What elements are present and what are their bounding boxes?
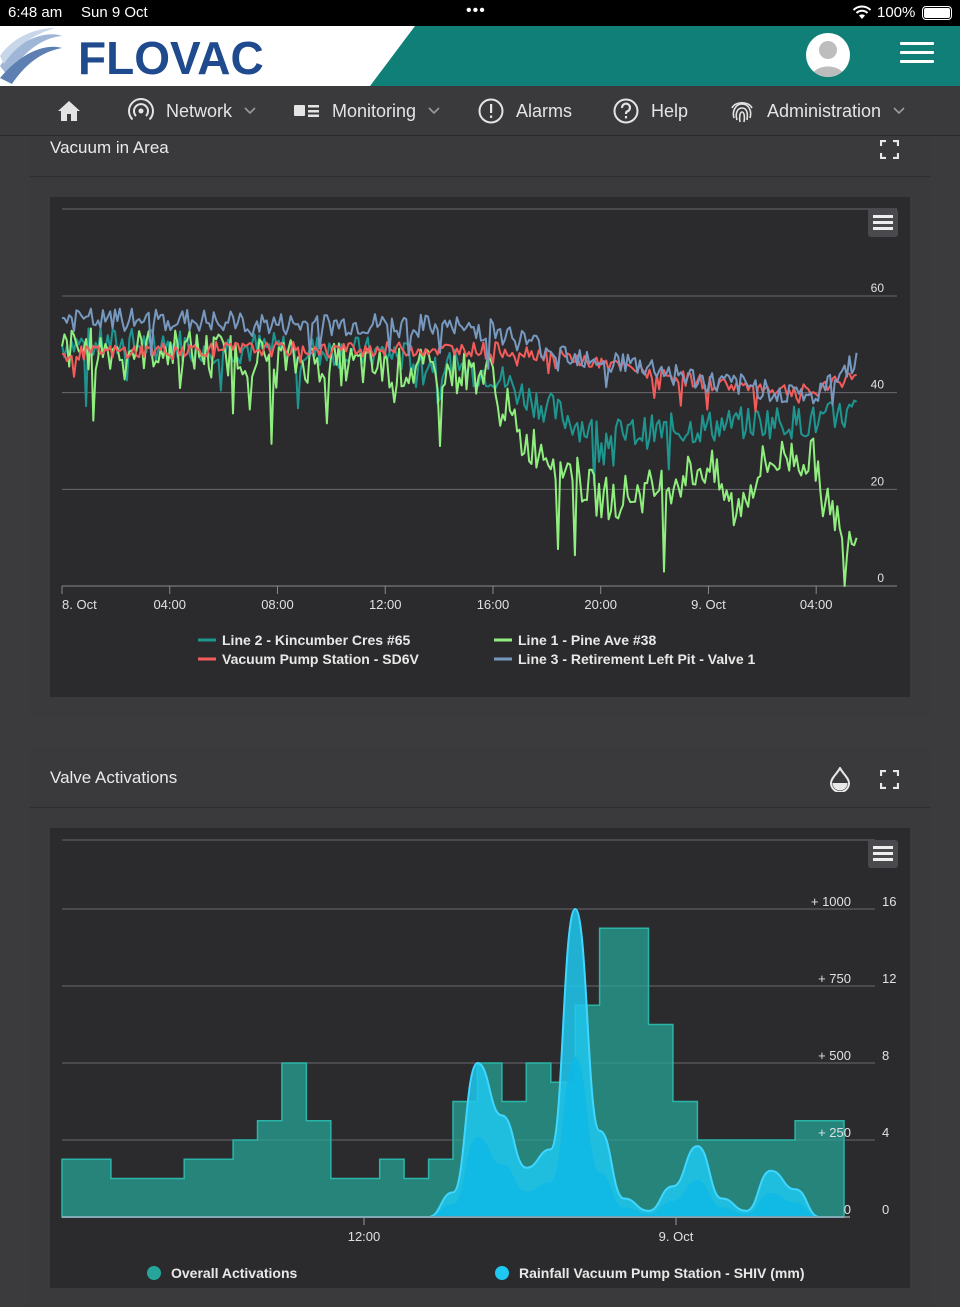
- fullscreen-icon[interactable]: [880, 770, 899, 789]
- monitoring-icon: [294, 105, 319, 117]
- valve-chart: + 1000 + 750 + 500 + 250 0 16 12 8 4 0 12:00 9. Oct…: [50, 828, 910, 1288]
- menu-bar: [873, 846, 893, 849]
- menu-bar: [873, 852, 893, 855]
- status-bar: 6:48 am Sun 9 Oct ••• 100%: [0, 0, 960, 26]
- flovac-logo[interactable]: FLOVAC: [0, 26, 420, 86]
- x-tick-label: 8. Oct: [62, 597, 97, 612]
- main-nav: Network Monitoring Alarms Help: [0, 86, 960, 136]
- avatar[interactable]: [806, 33, 850, 77]
- user-icon: [811, 41, 845, 77]
- y-tick-label-left: + 1000: [811, 894, 851, 909]
- chart-menu-button[interactable]: [868, 840, 898, 868]
- y-tick-label: 0: [877, 571, 884, 585]
- rainfall-area-inner: [62, 1056, 844, 1217]
- menu-bar: [873, 858, 893, 861]
- nav-home[interactable]: [57, 86, 81, 136]
- status-time: 6:48 am: [8, 4, 63, 21]
- y-tick-label-left: + 250: [818, 1125, 851, 1140]
- nav-network[interactable]: Network: [128, 86, 256, 136]
- nav-label: Monitoring: [332, 100, 417, 121]
- fingerprint-icon: [731, 101, 753, 123]
- y-tick-label-right: 12: [882, 971, 896, 986]
- y-tick-label-left: + 750: [818, 971, 851, 986]
- valve-chart-svg: + 1000 + 750 + 500 + 250 0 16 12 8 4 0 12:00 9. Oct…: [61, 839, 896, 1281]
- x-tick-label: 20:00: [584, 597, 617, 612]
- nav-alarms[interactable]: Alarms: [478, 86, 572, 136]
- legend-label: Overall Activations: [171, 1265, 298, 1281]
- legend-label: Line 3 - Retirement Left Pit - Valve 1: [518, 651, 756, 667]
- y-tick-label-right: 4: [882, 1125, 889, 1140]
- legend-marker: [495, 1266, 509, 1280]
- nav-monitoring[interactable]: Monitoring: [293, 86, 440, 136]
- rain-drop-icon[interactable]: [829, 767, 851, 792]
- y-tick-label-right: 8: [882, 1048, 889, 1063]
- legend-label: Rainfall Vacuum Pump Station - SHIV (mm): [519, 1265, 804, 1281]
- series-line: [61, 307, 858, 406]
- y-tick-label-right: 0: [882, 1202, 889, 1217]
- menu-bar: [873, 227, 893, 230]
- y-tick-label-left: + 500: [818, 1048, 851, 1063]
- nav-help[interactable]: Help: [613, 86, 688, 136]
- wifi-icon: [852, 5, 872, 19]
- menu-bar: [900, 42, 934, 45]
- activations-area: [61, 927, 845, 1218]
- chevron-down-icon: [428, 107, 440, 115]
- y-tick-label: 40: [871, 378, 885, 392]
- legend-label: Line 2 - Kincumber Cres #65: [222, 632, 411, 648]
- nav-administration[interactable]: Administration: [729, 86, 905, 136]
- x-tick-label: 9. Oct: [659, 1229, 694, 1244]
- chevron-down-icon: [244, 107, 256, 115]
- fullscreen-icon[interactable]: [880, 140, 899, 159]
- vacuum-chart: 60 40 20 0 8. Oct 04:00 08:00 12:00 16:00 20:00 9.…: [50, 197, 910, 697]
- legend-label: Vacuum Pump Station - SD6V: [222, 651, 419, 667]
- multitask-dots[interactable]: •••: [466, 2, 486, 19]
- y-tick-label-right: 16: [882, 894, 896, 909]
- network-icon: [128, 98, 154, 121]
- nav-label: Alarms: [516, 100, 573, 121]
- chevron-down-icon: [893, 107, 905, 115]
- x-tick-label: 9. Oct: [691, 597, 726, 612]
- panel-divider: [30, 807, 930, 808]
- home-icon: [58, 101, 80, 121]
- x-tick-label: 04:00: [153, 597, 186, 612]
- menu-bar: [873, 215, 893, 218]
- vacuum-chart-svg: 60 40 20 0 8. Oct 04:00 08:00 12:00 16:00 20:00 9.…: [61, 208, 897, 667]
- y-tick-label-left: 0: [844, 1202, 851, 1217]
- vacuum-panel: Vacuum in Area 60 40 20 0 8. Oct 04:00 08:00 12…: [30, 136, 930, 716]
- app-header: FLOVAC: [0, 26, 960, 86]
- menu-bar: [900, 51, 934, 54]
- x-tick-label: 12:00: [348, 1229, 381, 1244]
- valve-panel-title: Valve Activations: [50, 768, 178, 787]
- x-tick-label: 08:00: [261, 597, 294, 612]
- menu-bar: [900, 60, 934, 63]
- alarm-icon: [478, 98, 504, 124]
- legend-label: Line 1 - Pine Ave #38: [518, 632, 656, 648]
- x-tick-label: 16:00: [477, 597, 510, 612]
- y-tick-label: 20: [871, 474, 885, 488]
- chart-menu-button[interactable]: [868, 209, 898, 237]
- legend-marker: [147, 1266, 161, 1280]
- battery-icon: [922, 6, 952, 20]
- series-line: [61, 327, 858, 587]
- nav-label: Administration: [767, 100, 882, 121]
- x-tick-label: 12:00: [369, 597, 402, 612]
- nav-label: Network: [166, 100, 233, 121]
- y-tick-label: 60: [871, 281, 885, 295]
- battery-percentage: 100%: [877, 4, 916, 21]
- logo-text: FLOVAC: [78, 32, 264, 84]
- vacuum-panel-title: Vacuum in Area: [50, 138, 169, 157]
- x-tick-label: 04:00: [800, 597, 833, 612]
- nav-label: Help: [651, 100, 689, 121]
- help-icon: [613, 98, 639, 124]
- panel-divider: [30, 176, 930, 177]
- status-date: Sun 9 Oct: [81, 4, 148, 21]
- valve-panel: Valve Activations + 1000 + 750 + 500 + 250 0…: [30, 747, 930, 1307]
- hamburger-menu-button[interactable]: [900, 42, 934, 68]
- menu-bar: [873, 221, 893, 224]
